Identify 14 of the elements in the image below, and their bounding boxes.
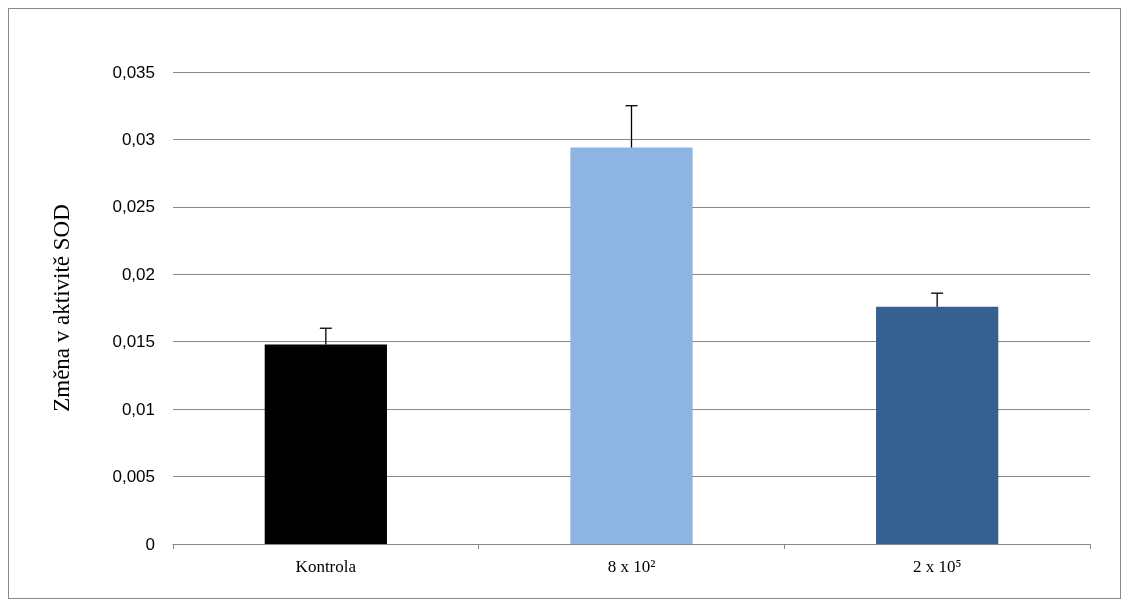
y-tick-label: 0,01: [121, 399, 155, 419]
y-tick-label: 0,035: [112, 62, 155, 82]
bar: [876, 306, 999, 544]
x-tick-label: 8 x 10²: [607, 557, 656, 576]
x-tick-label: 2 x 10⁵: [912, 557, 962, 576]
bar: [570, 147, 693, 544]
y-tick-label: 0,03: [121, 129, 155, 149]
y-axis-title: Změna v aktivitě SOD: [49, 204, 74, 412]
y-tick-label: 0,005: [112, 467, 155, 487]
y-tick-label: 0,02: [121, 264, 155, 284]
y-tick-label: 0,025: [112, 197, 155, 217]
x-tick-label: Kontrola: [295, 557, 357, 576]
y-tick-label: 0: [145, 534, 155, 554]
y-tick-label: 0,015: [112, 332, 155, 352]
